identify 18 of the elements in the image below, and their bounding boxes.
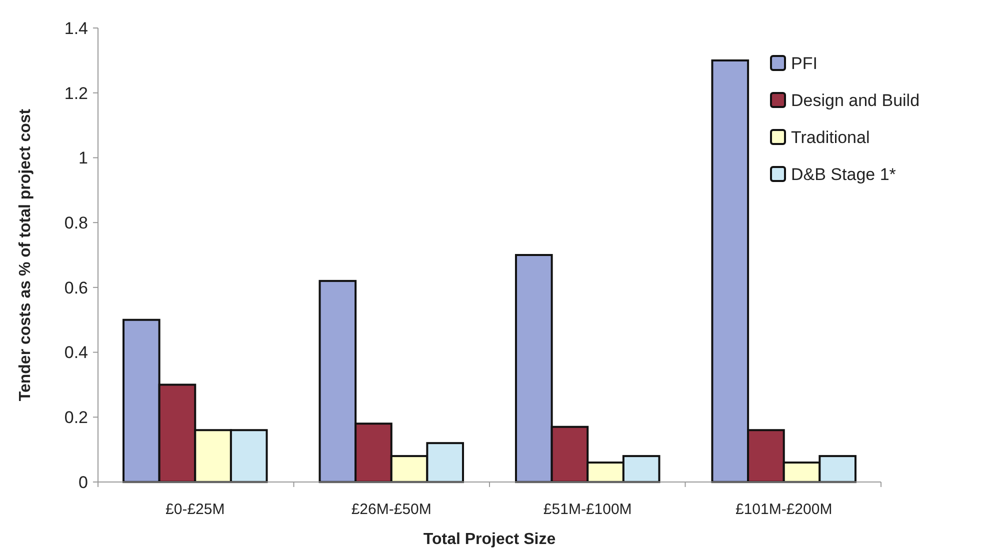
y-tick-label: 0.8: [64, 214, 88, 233]
y-tick-label: 0.4: [64, 343, 88, 362]
legend-label: D&B Stage 1*: [791, 164, 896, 184]
legend-label: Design and Build: [791, 90, 920, 110]
y-axis-title: Tender costs as % of total project cost: [17, 108, 34, 402]
x-tick-label: £0-£25M: [166, 501, 225, 518]
legend-label: Traditional: [791, 128, 870, 147]
y-tick-label: 1: [78, 148, 88, 168]
y-tick-label: 0.2: [64, 408, 88, 428]
y-tick-label: 1.4: [64, 18, 88, 38]
y-tick-label: 0: [78, 472, 88, 492]
y-tick-label: 1.2: [64, 84, 88, 103]
legend-label: PFI: [791, 54, 818, 73]
x-tick-label: £26M-£50M: [351, 501, 432, 518]
y-tick-label: 0.6: [64, 278, 88, 298]
x-tick-label: £101M-£200M: [735, 501, 832, 518]
x-axis-title: Total Project Size: [423, 531, 556, 548]
x-tick-label: £51M-£100M: [543, 501, 632, 518]
